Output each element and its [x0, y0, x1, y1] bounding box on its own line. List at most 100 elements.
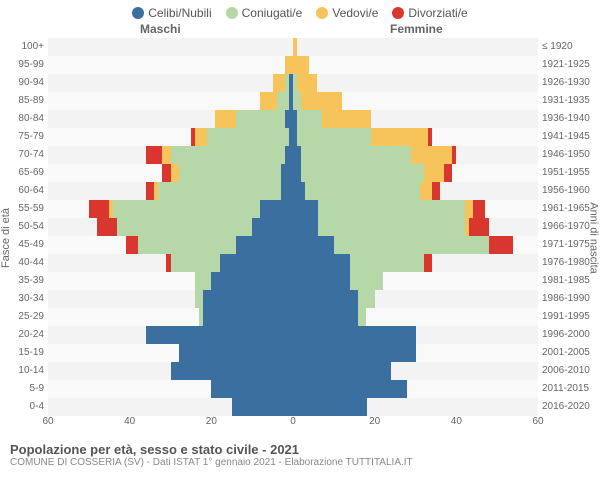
bar-segment	[293, 92, 301, 110]
age-band-label: 30-34	[0, 290, 44, 308]
age-band-label: 35-39	[0, 272, 44, 290]
bar-segment	[297, 110, 322, 128]
female-half	[293, 128, 538, 146]
bar-segment	[444, 164, 452, 182]
female-half	[293, 218, 538, 236]
bar-segment	[428, 128, 432, 146]
male-half	[48, 380, 293, 398]
bar-segment	[162, 164, 170, 182]
female-half	[293, 56, 538, 74]
bar-segment	[97, 218, 117, 236]
female-half	[293, 110, 538, 128]
chart-area: Fasce di età Anni di nascita 100+95-9990…	[0, 38, 600, 438]
pyramid-row	[48, 182, 538, 200]
bar-segment	[179, 344, 293, 362]
male-half	[48, 110, 293, 128]
bar-segment	[432, 182, 440, 200]
bar-segment	[171, 362, 294, 380]
pyramid-row	[48, 362, 538, 380]
x-axis: 6040200204060	[48, 416, 538, 434]
bar-segment	[293, 200, 318, 218]
age-band-label: 80-84	[0, 110, 44, 128]
bar-segment	[236, 110, 285, 128]
bar-segment	[420, 182, 432, 200]
bar-segment	[260, 200, 293, 218]
legend-label: Vedovi/e	[332, 6, 378, 20]
pyramid-row	[48, 200, 538, 218]
legend-item: Vedovi/e	[316, 6, 378, 20]
bar-segment	[89, 200, 109, 218]
birth-year-label: 1926-1930	[542, 74, 600, 92]
bar-segment	[293, 344, 416, 362]
age-band-label: 75-79	[0, 128, 44, 146]
bar-segment	[293, 164, 301, 182]
birth-year-label: 1986-1990	[542, 290, 600, 308]
legend-label: Coniugati/e	[242, 6, 303, 20]
bar-segment	[220, 254, 294, 272]
footer: Popolazione per età, sesso e stato civil…	[0, 438, 600, 468]
pyramid-row	[48, 110, 538, 128]
pyramid-row	[48, 398, 538, 416]
bar-segment	[301, 164, 424, 182]
bar-segment	[301, 92, 342, 110]
pyramid-row	[48, 56, 538, 74]
birth-year-label: 1976-1980	[542, 254, 600, 272]
bar-segment	[273, 74, 285, 92]
birth-year-label: 1946-1950	[542, 146, 600, 164]
x-tick-label: 0	[290, 416, 296, 427]
age-band-label: 95-99	[0, 56, 44, 74]
pyramid-row	[48, 380, 538, 398]
bar-segment	[158, 182, 281, 200]
bar-segment	[293, 38, 297, 56]
bar-segment	[203, 290, 293, 308]
female-half	[293, 236, 538, 254]
female-half	[293, 254, 538, 272]
legend-item: Celibi/Nubili	[132, 6, 211, 20]
bar-segment	[232, 398, 293, 416]
birth-year-label: 1981-1985	[542, 272, 600, 290]
legend-item: Coniugati/e	[226, 6, 303, 20]
bar-segment	[171, 254, 220, 272]
male-half	[48, 164, 293, 182]
legend: Celibi/Nubili Coniugati/e Vedovi/e Divorzia…	[0, 0, 600, 22]
pyramid-row	[48, 92, 538, 110]
bar-segment	[195, 290, 203, 308]
bar-segment	[350, 272, 383, 290]
male-half	[48, 218, 293, 236]
bar-segment	[146, 146, 162, 164]
male-half	[48, 92, 293, 110]
bar-segment	[358, 308, 366, 326]
birth-year-label: 1941-1945	[542, 128, 600, 146]
male-half	[48, 74, 293, 92]
female-half	[293, 362, 538, 380]
pyramid-row	[48, 164, 538, 182]
bar-segment	[260, 92, 276, 110]
legend-label: Divorziati/e	[408, 6, 467, 20]
female-half	[293, 92, 538, 110]
bar-segment	[285, 146, 293, 164]
female-half	[293, 200, 538, 218]
legend-dot-icon	[132, 7, 144, 19]
male-half	[48, 362, 293, 380]
birth-year-label: 2006-2010	[542, 362, 600, 380]
bar-segment	[293, 254, 350, 272]
x-tick-label: 40	[124, 416, 135, 427]
bar-segment	[293, 182, 305, 200]
bar-segment	[293, 380, 407, 398]
female-half	[293, 38, 538, 56]
pyramid-row	[48, 290, 538, 308]
label-female: Femmine	[390, 22, 443, 36]
legend-dot-icon	[226, 7, 238, 19]
pyramid-row	[48, 236, 538, 254]
bar-segment	[293, 290, 358, 308]
male-half	[48, 146, 293, 164]
x-tick-label: 60	[532, 416, 543, 427]
bar-segment	[411, 146, 452, 164]
birth-year-label: 1931-1935	[542, 92, 600, 110]
pyramid-row	[48, 218, 538, 236]
male-half	[48, 128, 293, 146]
chart-title: Popolazione per età, sesso e stato civil…	[10, 442, 590, 457]
birth-year-label: 2001-2005	[542, 344, 600, 362]
male-half	[48, 182, 293, 200]
bar-segment	[297, 128, 371, 146]
